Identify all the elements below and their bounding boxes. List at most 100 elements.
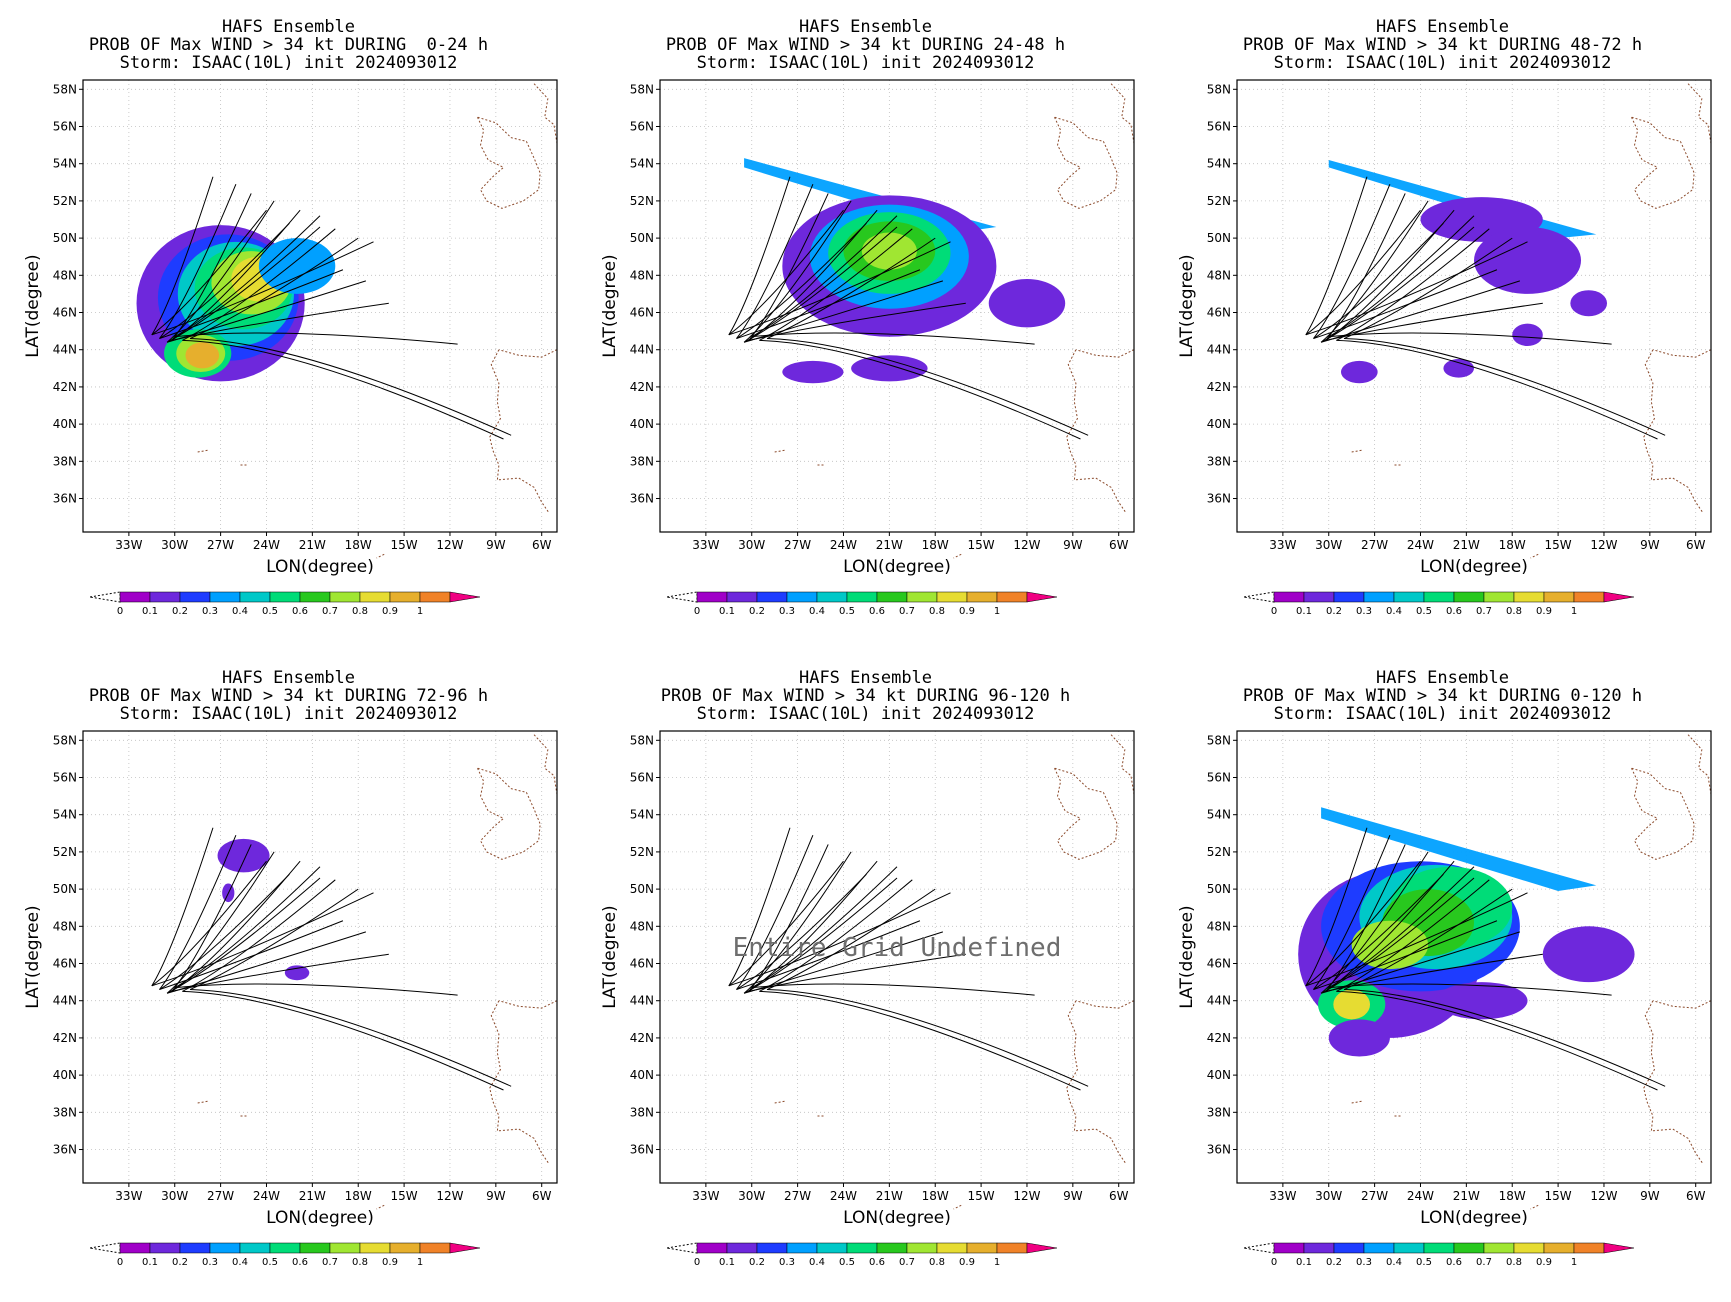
storm-track [159,269,344,340]
colorbar-label: 0.7 [1476,1257,1492,1268]
x-tick-label: 18W [1499,538,1526,552]
coastline-segment [1066,349,1127,514]
colorbar-segment [269,1242,301,1254]
x-tick-label: 24W [253,1189,280,1203]
storm-track [748,302,966,341]
x-tick-label: 21W [299,1189,326,1203]
colorbar-under-arrow [90,1242,121,1254]
x-tick-label: 6W [1109,1189,1129,1203]
x-tick-label: 18W [922,1189,949,1203]
probability-contour [782,360,844,384]
colorbar-label: 0.1 [142,606,158,617]
x-tick-label: 9W [486,538,506,552]
y-tick-label: 56N [53,771,77,785]
storm-track [1305,209,1421,336]
y-tick-label: 50N [1207,231,1231,245]
storm-track [151,209,267,336]
colorbar-segment [239,591,271,603]
colorbar-label: 0.4 [232,606,248,617]
storm-track [736,920,921,991]
storm-track [166,851,275,994]
colorbar-label: 0.4 [232,1257,248,1268]
storm-track [748,953,966,992]
panel-title-line1: HAFS Ensemble [221,17,356,37]
panel-title: HAFS Ensemble PROB OF Max WIND > 34 kt D… [1154,669,1731,723]
plot-frame [1236,730,1712,1184]
colorbar-label: 0.6 [1446,606,1462,617]
panel-title-line1: HAFS Ensemble [1375,668,1510,688]
colorbar-label: 0.5 [262,1257,278,1268]
x-tick-label: 30W [1315,538,1342,552]
x-tick-label: 15W [968,538,995,552]
storm-track [174,983,458,996]
colorbar-segment [1573,591,1605,603]
storm-track [1313,873,1444,990]
storm-track [166,877,321,994]
colorbar-segment [966,1242,998,1254]
coastline-segment [1351,449,1363,453]
colorbar-segment [786,1242,818,1254]
storm-track [159,920,344,991]
colorbar-label: 0 [1271,1257,1277,1268]
colorbar-label: 0 [694,1257,700,1268]
probability-contour [1435,982,1528,1020]
probability-band [1321,807,1597,891]
x-tick-label: 9W [1640,538,1660,552]
colorbar-segment [1543,591,1575,603]
colorbar-segment [359,1242,391,1254]
colorbar-segment [996,591,1028,603]
colorbar-segment [389,591,421,603]
colorbar-label: 1 [994,1257,1000,1268]
colorbar-label: 0.8 [352,1257,368,1268]
storm-track [1325,302,1543,341]
coastline-segment [1054,116,1118,209]
storm-track [1305,827,1368,987]
y-tick-label: 50N [630,882,654,896]
colorbar-label: 0.9 [382,1257,398,1268]
colorbar-label: 0.2 [172,1257,188,1268]
colorbar-segment [1393,1242,1425,1254]
x-tick-label: 30W [161,538,188,552]
colorbar: 0 0.1 0.2 0.3 0.4 0.5 0.6 0.7 0.8 0.9 1 [667,591,1058,617]
colorbar-label: 0.9 [1536,606,1552,617]
x-tick-label: 24W [1407,1189,1434,1203]
coastline-segment [953,1204,962,1210]
storm-track [151,176,214,336]
y-tick-label: 38N [53,454,77,468]
x-tick-label: 6W [532,538,552,552]
x-tick-label: 12W [1013,1189,1040,1203]
coastline-segment [1643,1000,1704,1165]
storm-track [736,183,814,339]
colorbar-segment [1453,1242,1485,1254]
x-tick-label: 15W [968,1189,995,1203]
y-tick-label: 46N [1207,957,1231,971]
colorbar-label: 0.2 [1326,606,1342,617]
y-tick-label: 50N [630,231,654,245]
storm-track [1344,989,1666,1087]
x-tick-label: 9W [1063,1189,1083,1203]
storm-track [1344,338,1666,436]
colorbar-segment [876,1242,908,1254]
colorbar-segment [119,1242,151,1254]
colorbar-label: 0.1 [719,1257,735,1268]
y-tick-label: 48N [630,919,654,933]
y-tick-label: 54N [53,157,77,171]
colorbar-segment [1363,1242,1395,1254]
x-tick-label: 33W [115,1189,142,1203]
colorbar-segment [846,1242,878,1254]
x-tick-label: 33W [1269,1189,1296,1203]
colorbar-segment [966,591,998,603]
x-tick-label: 12W [436,1189,463,1203]
y-tick-label: 46N [630,957,654,971]
x-tick-label: 24W [1407,538,1434,552]
x-tick-label: 12W [1590,538,1617,552]
panel-title-line3: Storm: ISAAC(10L) init 2024093012 [119,53,458,73]
storm-track [1336,339,1658,440]
y-tick-label: 52N [630,845,654,859]
colorbar-under-arrow [1244,1242,1275,1254]
panel-title-line3: Storm: ISAAC(10L) init 2024093012 [696,53,1035,73]
colorbar: 0 0.1 0.2 0.3 0.4 0.5 0.6 0.7 0.8 0.9 1 [90,591,481,617]
colorbar-label: 0.3 [1356,1257,1372,1268]
colorbar: 0 0.1 0.2 0.3 0.4 0.5 0.6 0.7 0.8 0.9 1 [667,1242,1058,1268]
panel-title-line3: Storm: ISAAC(10L) init 2024093012 [119,704,458,724]
